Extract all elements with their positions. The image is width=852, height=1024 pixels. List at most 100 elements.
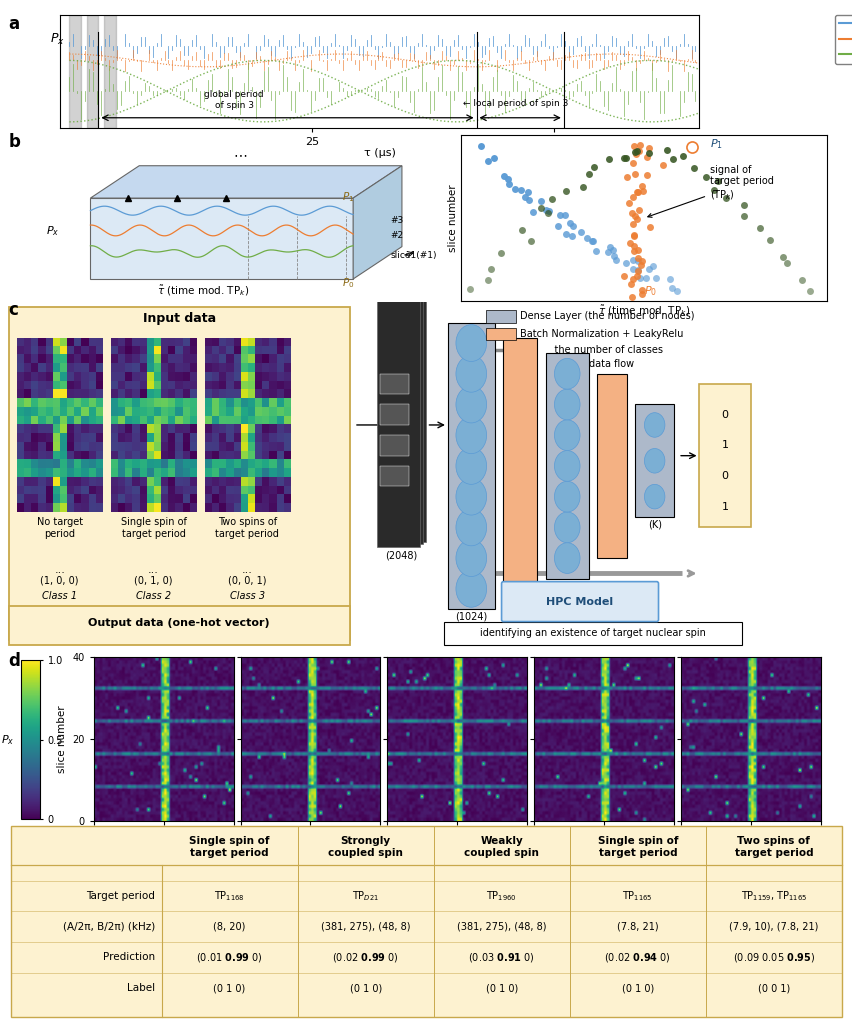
Circle shape — [644, 449, 665, 473]
Text: 1: 1 — [721, 440, 728, 451]
Text: signal of
target period
$(\mathrm{TP}_k)$: signal of target period $(\mathrm{TP}_k)… — [647, 165, 773, 217]
Bar — [486, 328, 515, 340]
Circle shape — [456, 570, 486, 607]
Text: Class 1: Class 1 — [42, 591, 78, 601]
Text: $\mathrm{TP}_{1165}$: $\mathrm{TP}_{1165}$ — [622, 889, 653, 903]
Text: Class 3: Class 3 — [229, 591, 265, 601]
Y-axis label: $P_x$: $P_x$ — [1, 733, 14, 746]
Bar — [377, 301, 419, 547]
FancyBboxPatch shape — [9, 606, 349, 645]
Circle shape — [456, 447, 486, 484]
X-axis label: $\tilde{\tau}$ ($\mu$s): $\tilde{\tau}$ ($\mu$s) — [441, 842, 472, 857]
Bar — [379, 466, 409, 486]
Text: #2: #2 — [390, 230, 403, 240]
Bar — [699, 384, 750, 527]
Text: $\mathrm{TP}_{1168}$: $\mathrm{TP}_{1168}$ — [214, 889, 245, 903]
Text: (1, 0, 0): (1, 0, 0) — [40, 575, 79, 586]
Text: (8, 20): (8, 20) — [213, 922, 245, 932]
Text: $P_x$: $P_x$ — [46, 224, 60, 238]
Y-axis label: slice number: slice number — [57, 706, 66, 773]
Bar — [379, 435, 409, 456]
Text: Dense Layer (the number of nodes): Dense Layer (the number of nodes) — [520, 311, 694, 322]
Circle shape — [456, 386, 486, 423]
Circle shape — [554, 451, 579, 481]
X-axis label: $\tilde{\tau}$ ($\mu$s): $\tilde{\tau}$ ($\mu$s) — [148, 842, 179, 857]
Polygon shape — [353, 166, 401, 279]
Text: No target
period: No target period — [37, 517, 83, 539]
Text: Single spin of
target period: Single spin of target period — [120, 517, 187, 539]
Circle shape — [554, 481, 579, 512]
Circle shape — [554, 358, 579, 389]
Text: (0 1 0): (0 1 0) — [349, 983, 382, 993]
Text: Two spins of
target period: Two spins of target period — [734, 836, 812, 858]
X-axis label: τ (μs): τ (μs) — [363, 148, 395, 159]
Text: (0 1 0): (0 1 0) — [485, 983, 517, 993]
Circle shape — [644, 413, 665, 437]
Text: (0.02 $\mathbf{0.94}$ 0): (0.02 $\mathbf{0.94}$ 0) — [604, 951, 671, 964]
Text: (0.09 0.05 $\mathbf{0.95}$): (0.09 0.05 $\mathbf{0.95}$) — [732, 951, 815, 964]
X-axis label: $\tilde{\tau}$ ($\mu$s): $\tilde{\tau}$ ($\mu$s) — [295, 842, 325, 857]
Text: $P_1$: $P_1$ — [342, 189, 354, 204]
Text: (0, 1, 0): (0, 1, 0) — [134, 575, 173, 586]
Text: d: d — [9, 652, 20, 671]
Text: 1: 1 — [721, 502, 728, 512]
Text: Label: Label — [127, 983, 155, 993]
Text: Output data (one-hot vector): Output data (one-hot vector) — [89, 617, 269, 628]
Text: (7.8, 21): (7.8, 21) — [616, 922, 658, 932]
Text: HPC Model: HPC Model — [546, 597, 613, 606]
Text: Single spin of
target period: Single spin of target period — [189, 836, 269, 858]
Text: $P_1$: $P_1$ — [709, 137, 722, 151]
Bar — [635, 404, 673, 517]
Text: Target period: Target period — [86, 891, 155, 901]
Circle shape — [456, 417, 486, 454]
Bar — [503, 338, 537, 594]
Text: Class 2: Class 2 — [135, 591, 171, 601]
Text: #3: #3 — [390, 216, 404, 225]
Text: $\mathrm{TP}_{1960}$: $\mathrm{TP}_{1960}$ — [486, 889, 516, 903]
Circle shape — [456, 325, 486, 361]
Circle shape — [456, 509, 486, 546]
Text: Batch Normalization + LeakyRelu: Batch Normalization + LeakyRelu — [520, 329, 683, 339]
Text: (0, 0, 1): (0, 0, 1) — [227, 575, 267, 586]
Text: c: c — [9, 301, 19, 319]
X-axis label: $\tilde{\tau}$ (time mod. $\mathrm{TP}_k$): $\tilde{\tau}$ (time mod. $\mathrm{TP}_k… — [597, 304, 689, 318]
Bar — [380, 298, 423, 544]
Text: (1024): (1024) — [455, 611, 486, 622]
Y-axis label: slice number: slice number — [447, 184, 458, 252]
Text: $P_x$: $P_x$ — [49, 33, 65, 47]
Bar — [69, 15, 81, 128]
Text: 0: 0 — [721, 410, 728, 420]
Circle shape — [456, 355, 486, 392]
Text: (0.02 $\mathbf{0.99}$ 0): (0.02 $\mathbf{0.99}$ 0) — [331, 951, 399, 964]
Text: a: a — [9, 15, 20, 34]
Text: $\mathrm{TP}_{1159}$, $\mathrm{TP}_{1165}$: $\mathrm{TP}_{1159}$, $\mathrm{TP}_{1165… — [740, 889, 806, 903]
Text: Two spins of
target period: Two spins of target period — [216, 517, 279, 539]
Circle shape — [456, 478, 486, 515]
Text: $\mathrm{TP}_{D21}$: $\mathrm{TP}_{D21}$ — [352, 889, 379, 903]
Circle shape — [456, 540, 486, 577]
Bar — [104, 15, 116, 128]
FancyBboxPatch shape — [501, 582, 658, 622]
Text: (512): (512) — [554, 581, 579, 591]
Text: Strongly
coupled spin: Strongly coupled spin — [328, 836, 403, 858]
Text: 0: 0 — [721, 471, 728, 481]
Circle shape — [554, 512, 579, 543]
Bar — [596, 374, 626, 558]
Text: (0 1 0): (0 1 0) — [213, 983, 245, 993]
Text: ← local period of spin 3: ← local period of spin 3 — [462, 98, 567, 108]
Bar — [486, 310, 515, 323]
Text: ...: ... — [55, 565, 65, 575]
Circle shape — [554, 389, 579, 420]
Circle shape — [554, 420, 579, 451]
Circle shape — [554, 543, 579, 573]
Text: identifying an existence of target nuclear spin: identifying an existence of target nucle… — [480, 629, 705, 638]
Text: Weakly
coupled spin: Weakly coupled spin — [463, 836, 538, 858]
Bar — [447, 323, 494, 609]
Text: ...: ... — [242, 565, 252, 575]
Bar — [545, 353, 588, 579]
Text: slice1(#1): slice1(#1) — [390, 251, 437, 260]
Text: (2048): (2048) — [384, 550, 417, 560]
X-axis label: $\tilde{\tau}$ ($\mu$s): $\tilde{\tau}$ ($\mu$s) — [588, 842, 619, 857]
Text: Input data: Input data — [142, 312, 216, 326]
Text: $P_0$: $P_0$ — [342, 276, 354, 290]
